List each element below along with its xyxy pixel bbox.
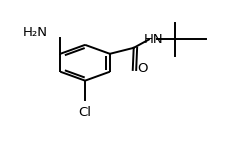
Text: H₂N: H₂N bbox=[23, 26, 48, 39]
Text: Cl: Cl bbox=[78, 106, 92, 119]
Text: HN: HN bbox=[144, 33, 164, 46]
Text: O: O bbox=[138, 62, 148, 75]
